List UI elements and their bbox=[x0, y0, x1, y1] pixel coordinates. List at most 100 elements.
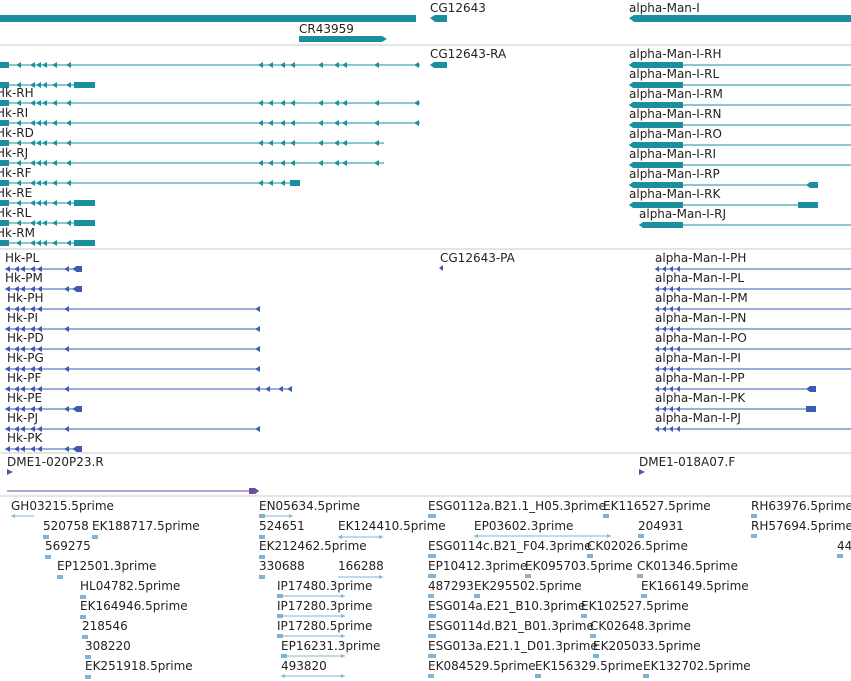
est-label[interactable]: ESG0112a.B21.1_H05.3prime bbox=[428, 499, 606, 513]
protein-alpha-man-i-pi[interactable] bbox=[655, 366, 851, 372]
gene-feature-cr43959[interactable] bbox=[299, 36, 387, 42]
est-label[interactable]: 204931 bbox=[638, 519, 684, 533]
est-label[interactable]: EK205033.5prime bbox=[593, 639, 701, 653]
est-feature[interactable] bbox=[837, 554, 843, 558]
protein-label[interactable]: alpha-Man-I-PH bbox=[655, 251, 746, 265]
gene-feature-alpha-man-i[interactable] bbox=[629, 15, 851, 22]
est-feature[interactable] bbox=[428, 614, 587, 618]
transcript-label[interactable]: Hk-RL bbox=[0, 206, 32, 220]
protein-hk-ph[interactable] bbox=[5, 306, 260, 312]
est-feature[interactable] bbox=[474, 534, 644, 538]
transcript-cg12643-ra[interactable] bbox=[430, 62, 447, 68]
clone-dme1-020p23[interactable] bbox=[7, 488, 259, 494]
clone-label-dme1-020p23-r[interactable]: DME1-020P23.R bbox=[7, 455, 104, 469]
protein-alpha-man-i-pl[interactable] bbox=[655, 286, 851, 292]
clone-end-marker[interactable] bbox=[639, 469, 645, 475]
est-feature[interactable] bbox=[428, 654, 599, 658]
transcript-hk-ra[interactable] bbox=[0, 62, 420, 68]
gene-label-cg12643[interactable]: CG12643 bbox=[430, 1, 486, 15]
transcript-label[interactable]: Hk-RF bbox=[0, 166, 32, 180]
est-label[interactable]: EK164946.5prime bbox=[80, 599, 188, 613]
est-feature[interactable] bbox=[259, 575, 383, 579]
est-label[interactable]: 44 bbox=[837, 539, 851, 553]
protein-hk-pi[interactable] bbox=[5, 326, 260, 332]
est-label[interactable]: EK188717.5prime bbox=[92, 519, 200, 533]
est-feature[interactable] bbox=[428, 634, 596, 638]
protein-alpha-man-i-pj[interactable] bbox=[655, 426, 851, 432]
est-label[interactable]: HL04782.5prime bbox=[80, 579, 180, 593]
protein-label[interactable]: alpha-Man-I-PO bbox=[655, 331, 747, 345]
est-feature[interactable] bbox=[277, 634, 345, 638]
est-label[interactable]: EP03602.3prime bbox=[474, 519, 573, 533]
protein-label[interactable]: alpha-Man-I-PL bbox=[655, 271, 744, 285]
est-feature[interactable] bbox=[11, 514, 34, 518]
est-label[interactable]: EK095703.5prime bbox=[525, 559, 633, 573]
est-label[interactable]: IP17280.5prime bbox=[277, 619, 372, 633]
transcript-hk-rj[interactable] bbox=[0, 160, 384, 166]
est-label[interactable]: EK251918.5prime bbox=[85, 659, 193, 673]
est-feature[interactable] bbox=[428, 674, 649, 678]
est-label[interactable]: GH03215.5prime bbox=[11, 499, 114, 513]
protein-alpha-man-i-pn[interactable] bbox=[655, 326, 851, 332]
transcript-label[interactable]: alpha-Man-I-RI bbox=[629, 147, 716, 161]
transcript-alpha-man-i-rk[interactable] bbox=[629, 202, 818, 208]
est-label[interactable]: EK084529.5prime bbox=[428, 659, 536, 673]
est-label[interactable]: CK02648.3prime bbox=[590, 619, 691, 633]
transcript-alpha-man-i-rp[interactable] bbox=[629, 182, 818, 188]
transcript-label[interactable]: alpha-Man-I-RN bbox=[629, 107, 721, 121]
protein-label[interactable]: alpha-Man-I-PK bbox=[655, 391, 746, 405]
transcript-label[interactable]: alpha-Man-I-RM bbox=[629, 87, 723, 101]
est-label[interactable]: 308220 bbox=[85, 639, 131, 653]
protein-label[interactable]: alpha-Man-I-PJ bbox=[655, 411, 741, 425]
protein-hk-pj[interactable] bbox=[5, 426, 260, 432]
clone-label-dme1-018a07-f[interactable]: DME1-018A07.F bbox=[639, 455, 735, 469]
est-label[interactable]: 520758 bbox=[43, 519, 89, 533]
protein-label-cg12643-pa[interactable]: CG12643-PA bbox=[440, 251, 516, 265]
transcript-alpha-man-i-rh[interactable] bbox=[629, 62, 851, 68]
est-label[interactable]: EP12501.3prime bbox=[57, 559, 156, 573]
est-label[interactable]: 166288 bbox=[338, 559, 384, 573]
protein-label[interactable]: Hk-PK bbox=[7, 431, 44, 445]
protein-label[interactable]: alpha-Man-I-PN bbox=[655, 311, 746, 325]
est-feature[interactable] bbox=[82, 635, 88, 639]
est-feature[interactable] bbox=[751, 534, 757, 538]
est-feature[interactable] bbox=[85, 655, 91, 659]
est-label[interactable]: RH57694.5prime bbox=[751, 519, 851, 533]
transcript-hk-rd[interactable] bbox=[0, 140, 384, 146]
gene-feature-hk[interactable] bbox=[0, 15, 416, 22]
protein-label[interactable]: Hk-PI bbox=[7, 311, 38, 325]
transcript-label[interactable]: Hk-RE bbox=[0, 186, 32, 200]
protein-hk-pm[interactable] bbox=[5, 286, 82, 292]
est-label[interactable]: 524651 bbox=[259, 519, 305, 533]
est-label[interactable]: EK124410.5prime bbox=[338, 519, 446, 533]
est-label[interactable]: ESG0114d.B21_B01.3prime bbox=[428, 619, 594, 633]
est-label[interactable]: EK295502.5prime bbox=[474, 579, 582, 593]
transcript-alpha-man-i-rj[interactable] bbox=[639, 222, 851, 228]
est-label[interactable]: ESG013a.E21.1_D01.3prime bbox=[428, 639, 598, 653]
transcript-alpha-man-i-rl[interactable] bbox=[629, 82, 851, 88]
est-label[interactable]: 569275 bbox=[45, 539, 91, 553]
est-label[interactable]: CK02026.5prime bbox=[587, 539, 688, 553]
est-label[interactable]: 330688 bbox=[259, 559, 305, 573]
est-feature[interactable] bbox=[43, 535, 98, 539]
est-label[interactable]: EP10412.3prime bbox=[428, 559, 527, 573]
est-label[interactable]: ESG014a.E21_B10.3prime bbox=[428, 599, 585, 613]
protein-hk-pg[interactable] bbox=[5, 366, 260, 372]
clone-end-marker[interactable] bbox=[7, 469, 13, 475]
protein-hk-pk[interactable] bbox=[5, 446, 82, 452]
est-label[interactable]: EK166149.5prime bbox=[641, 579, 749, 593]
est-label[interactable]: 218546 bbox=[82, 619, 128, 633]
protein-cg12643-pa[interactable] bbox=[439, 265, 443, 271]
transcript-label[interactable]: Hk-RJ bbox=[0, 146, 28, 160]
gene-label-alpha-man-i[interactable]: alpha-Man-I bbox=[629, 1, 700, 15]
protein-hk-pe[interactable] bbox=[5, 406, 82, 412]
protein-hk-pd[interactable] bbox=[5, 346, 260, 352]
protein-alpha-man-i-pp[interactable] bbox=[655, 386, 816, 392]
est-feature[interactable] bbox=[281, 654, 345, 658]
protein-label[interactable]: Hk-PH bbox=[7, 291, 44, 305]
est-feature[interactable] bbox=[259, 535, 383, 539]
est-label[interactable]: RH63976.5prime bbox=[751, 499, 851, 513]
est-label[interactable]: IP17280.3prime bbox=[277, 599, 372, 613]
protein-hk-pl[interactable] bbox=[5, 266, 82, 272]
gene-feature-cg12643[interactable] bbox=[430, 15, 447, 22]
